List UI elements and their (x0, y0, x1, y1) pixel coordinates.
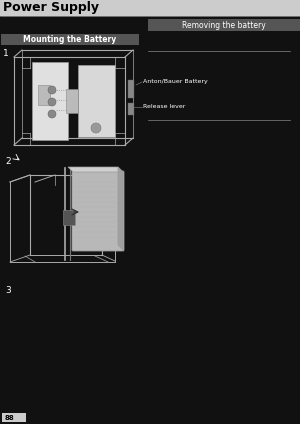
Circle shape (91, 123, 101, 133)
FancyBboxPatch shape (66, 89, 78, 113)
Polygon shape (32, 62, 68, 140)
FancyBboxPatch shape (128, 80, 134, 98)
Circle shape (48, 86, 56, 94)
FancyBboxPatch shape (63, 210, 75, 225)
Polygon shape (68, 167, 123, 172)
Circle shape (48, 110, 56, 118)
Polygon shape (118, 167, 123, 250)
Text: 88: 88 (5, 415, 15, 421)
Circle shape (48, 98, 56, 106)
Text: Removing the battery: Removing the battery (182, 20, 266, 30)
FancyBboxPatch shape (148, 19, 300, 31)
Text: Power Supply: Power Supply (3, 2, 99, 14)
FancyBboxPatch shape (0, 0, 300, 16)
FancyBboxPatch shape (72, 171, 124, 251)
Text: 3: 3 (5, 286, 11, 295)
Polygon shape (78, 65, 115, 137)
FancyBboxPatch shape (2, 413, 26, 422)
Text: 1: 1 (3, 49, 9, 58)
FancyBboxPatch shape (1, 34, 139, 45)
Text: Release lever: Release lever (143, 104, 185, 109)
Text: Anton/Bauer Battery: Anton/Bauer Battery (143, 80, 208, 84)
Text: 2: 2 (5, 157, 10, 166)
FancyBboxPatch shape (38, 85, 50, 105)
Text: Mounting the Battery: Mounting the Battery (23, 35, 117, 44)
FancyBboxPatch shape (128, 103, 134, 115)
